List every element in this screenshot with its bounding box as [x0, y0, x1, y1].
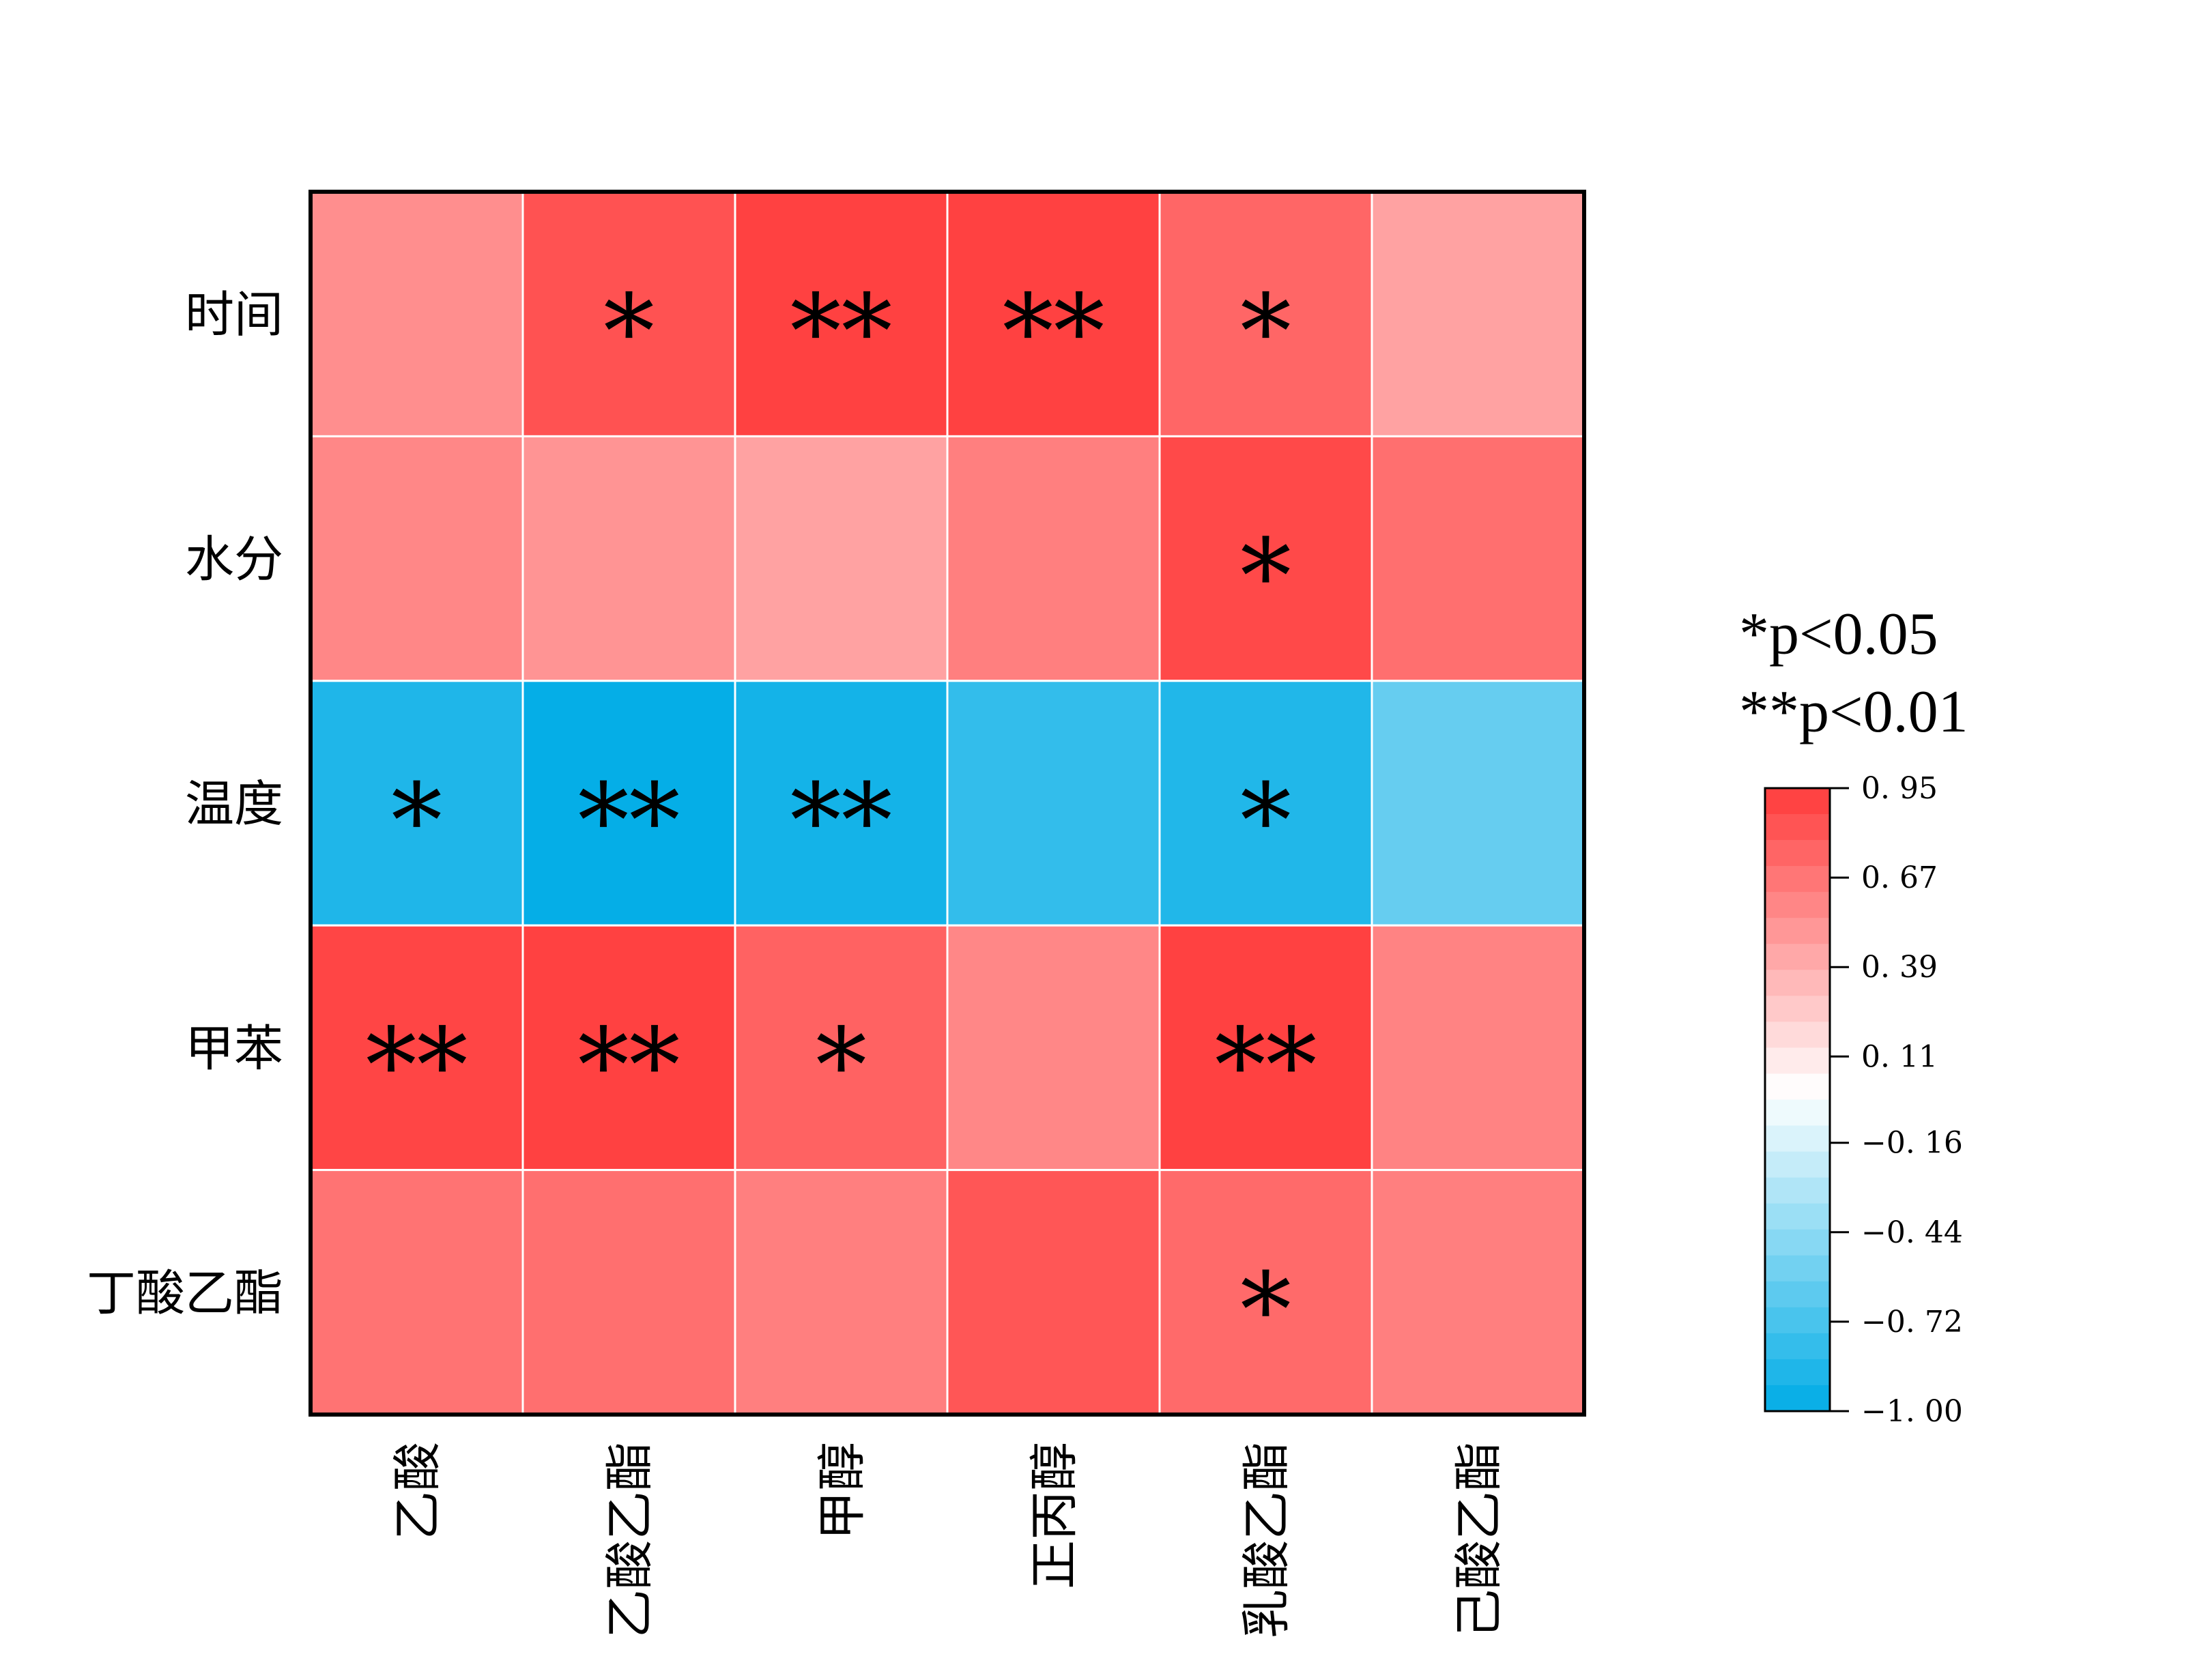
column-label: 乙酸 [389, 1442, 446, 1540]
colorbar-band [1765, 996, 1830, 1022]
heatmap-cell [734, 924, 949, 1172]
colorbar-ticks: 0. 95 0. 67 0. 39 0. 11 −0. 16 −0. 44 −0. 72 −1… [1830, 771, 1963, 1429]
colorbar-band [1765, 1333, 1830, 1360]
colorbar-band [1765, 892, 1830, 918]
significance-marks: * ** ** *** ** ** *** ** * *** [366, 273, 1317, 1370]
heatmap-cell [309, 924, 524, 1172]
colorbar-band [1765, 1151, 1830, 1178]
heatmap-cell [734, 1169, 949, 1416]
column-labels: 乙酸 乙酸乙酯 甲醇 正丙醇 乳酸乙酯 己酸乙酯 [389, 1442, 1508, 1638]
heatmap-cell [1371, 190, 1586, 437]
colorbar-band [1765, 840, 1830, 867]
heatmap-cell [734, 680, 949, 927]
heatmap-cell [1158, 1169, 1373, 1416]
heatmap-cell [521, 190, 736, 437]
significance-mark: * [1240, 762, 1291, 881]
significance-legend: *p<0.05 **p<0.01 [1739, 601, 1968, 745]
heatmap-cell [521, 435, 736, 682]
colorbar-tick-label: 0. 67 [1861, 860, 1938, 895]
significance-mark: * [603, 273, 655, 392]
row-label: 甲苯 [185, 1019, 283, 1077]
colorbar-tick-label: 0. 39 [1861, 950, 1938, 985]
heatmap-cell [946, 680, 1161, 927]
heatmap-cell [1371, 435, 1586, 682]
significance-mark: ** [578, 762, 680, 881]
column-label: 己酸乙酯 [1450, 1442, 1508, 1638]
column-label: 甲醇 [814, 1442, 871, 1540]
heatmap-cell [1158, 190, 1373, 437]
colorbar-band [1765, 944, 1830, 970]
colorbar-band [1765, 1307, 1830, 1334]
colorbar-band [1765, 1281, 1830, 1308]
heatmap-cell [309, 435, 524, 682]
heatmap-cell [734, 190, 949, 437]
significance-mark: * [816, 1006, 867, 1125]
colorbar-band [1765, 1047, 1830, 1075]
significance-mark: * [1240, 518, 1291, 637]
significance-mark: ** [578, 1006, 680, 1125]
colorbar-band [1765, 1125, 1830, 1153]
colorbar-band [1765, 1099, 1830, 1127]
significance-mark: * [1240, 273, 1291, 392]
column-label: 乙酸乙酯 [601, 1442, 659, 1638]
heatmap-cell [309, 680, 524, 927]
colorbar [1764, 787, 1831, 1413]
heatmap-cell [1158, 435, 1373, 682]
heatmap-cell [946, 924, 1161, 1172]
significance-mark: ** [1215, 1006, 1317, 1125]
colorbar-tick-label: −0. 16 [1861, 1126, 1963, 1161]
colorbar-band [1765, 1359, 1830, 1386]
colorbar-band [1765, 1255, 1830, 1282]
colorbar-band [1765, 1385, 1830, 1412]
colorbar-band [1765, 866, 1830, 893]
heatmap-cells [309, 190, 1586, 1416]
column-label: 正丙醇 [1026, 1442, 1083, 1589]
significance-mark: ** [790, 762, 893, 881]
colorbar-band [1765, 970, 1830, 996]
colorbar-band [1765, 1229, 1830, 1256]
column-label: 乳酸乙酯 [1238, 1442, 1295, 1638]
colorbar-band [1765, 1203, 1830, 1230]
significance-mark: ** [366, 1006, 468, 1125]
heatmap-cell [309, 1169, 524, 1416]
heatmap-cell [734, 435, 949, 682]
row-label: 温度 [185, 775, 283, 832]
heatmap-cell [946, 1169, 1161, 1416]
heatmap-cell [1158, 924, 1373, 1172]
significance-mark: ** [1003, 273, 1105, 392]
colorbar-tick-label: 0. 95 [1861, 771, 1938, 806]
heatmap-cell [1371, 1169, 1586, 1416]
colorbar-band [1765, 788, 1830, 815]
legend-p005: *p<0.05 [1739, 601, 1938, 667]
row-label: 丁酸乙酯 [87, 1264, 283, 1322]
heatmap-cell [1371, 680, 1586, 927]
colorbar-tick-label: −0. 72 [1861, 1305, 1963, 1339]
colorbar-frame [1764, 787, 1831, 1413]
heatmap-cell [521, 1169, 736, 1416]
colorbar-tick-label: −1. 00 [1861, 1394, 1963, 1429]
colorbar-band [1765, 918, 1830, 944]
significance-mark: * [391, 762, 442, 881]
heatmap-cell [1371, 924, 1586, 1172]
heatmap-frame [309, 190, 1586, 1417]
significance-mark: * [1240, 1251, 1291, 1370]
colorbar-band [1765, 1073, 1830, 1101]
colorbar-band [1765, 1177, 1830, 1204]
heatmap-cell [946, 435, 1161, 682]
significance-mark: ** [790, 273, 893, 392]
colorbar-tick-label: −0. 44 [1861, 1215, 1963, 1250]
colorbar-band [1765, 814, 1830, 841]
row-label: 时间 [185, 286, 283, 343]
colorbar-tick-label: 0. 11 [1861, 1039, 1938, 1074]
heatmap-cell [309, 190, 524, 437]
colorbar-band [1765, 1022, 1830, 1049]
row-label: 水分 [185, 531, 283, 588]
legend-p001: **p<0.01 [1739, 679, 1968, 745]
